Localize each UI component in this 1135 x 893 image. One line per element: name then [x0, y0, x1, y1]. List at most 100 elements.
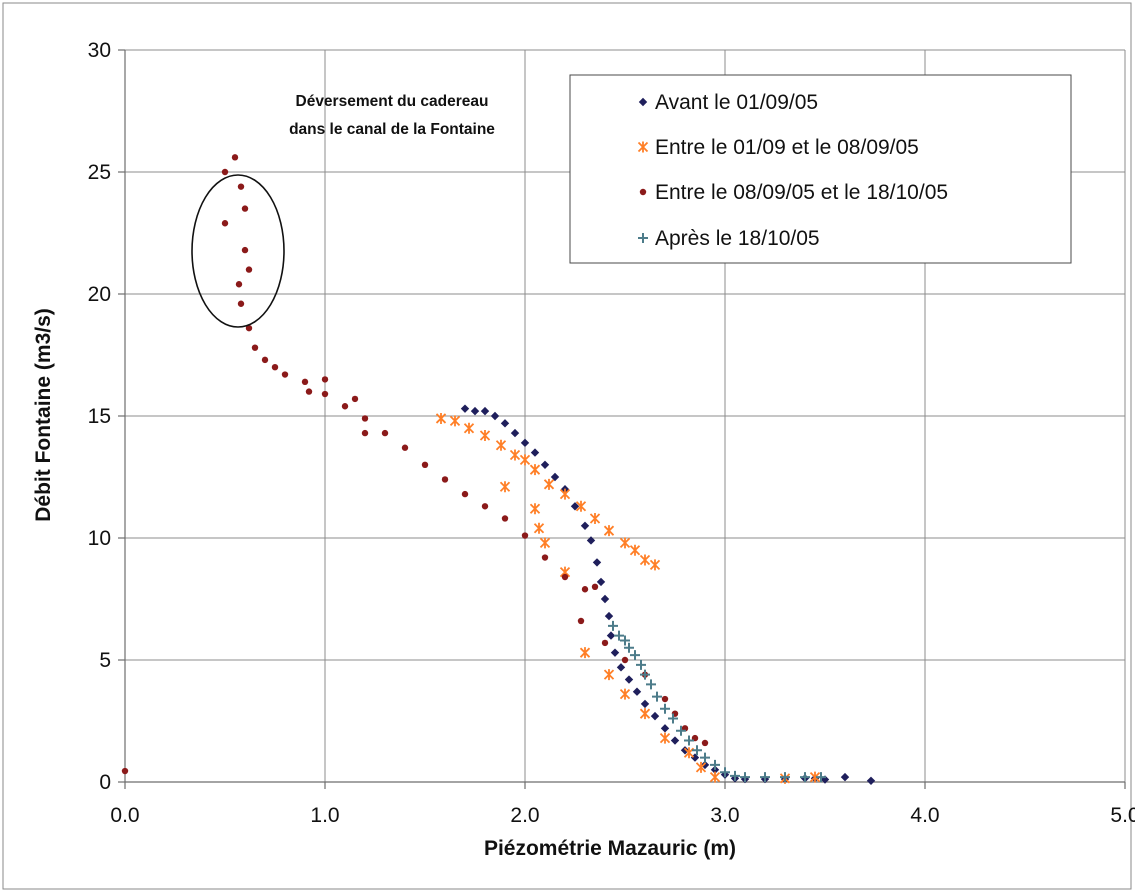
- annotation-line-1: Déversement du cadereau: [296, 93, 489, 110]
- legend-marker-0: [638, 97, 648, 107]
- data-point: [632, 687, 642, 696]
- data-point: [543, 478, 555, 490]
- data-point: [620, 635, 630, 646]
- data-point: [461, 490, 469, 498]
- data-point: [636, 659, 646, 670]
- data-point: [237, 300, 245, 307]
- data-point: [480, 406, 490, 416]
- data-point: [237, 183, 245, 190]
- data-point: [241, 246, 249, 254]
- series-2: [121, 154, 709, 775]
- y-tick-label: 20: [88, 283, 111, 306]
- legend-markers: [637, 97, 649, 243]
- legend-label-3: Après le 18/10/05: [655, 227, 820, 250]
- data-point: [740, 772, 750, 783]
- data-point: [449, 415, 461, 427]
- annotation-line-2: dans le canal de la Fontaine: [289, 121, 495, 138]
- data-point: [720, 767, 730, 778]
- annotation-ellipse: [191, 174, 285, 328]
- data-point: [559, 488, 571, 500]
- data-point: [660, 703, 670, 714]
- data-point: [621, 656, 629, 664]
- tick-label-layer: 0 5 10 15 20 25 30 0.0 1.0 2.0 3.0 4.0 5.0: [88, 39, 1135, 827]
- data-point: [629, 544, 641, 556]
- data-point: [341, 403, 349, 410]
- data-point: [479, 430, 491, 442]
- data-point: [816, 772, 826, 783]
- data-point: [540, 460, 550, 469]
- data-point: [575, 500, 587, 512]
- data-point: [692, 745, 702, 756]
- data-point: [614, 630, 624, 641]
- data-point: [361, 415, 369, 422]
- data-point: [619, 688, 631, 700]
- data-point: [381, 429, 389, 437]
- data-point: [421, 461, 429, 468]
- y-tick-label: 25: [88, 161, 111, 184]
- data-point: [639, 554, 651, 566]
- data-point: [640, 699, 650, 709]
- data-point: [463, 422, 475, 434]
- x-tick-label: 2.0: [510, 804, 539, 827]
- data-point: [603, 525, 615, 537]
- data-point: [301, 378, 309, 386]
- data-point: [577, 617, 585, 625]
- data-point: [640, 669, 650, 680]
- data-point: [401, 444, 409, 451]
- data-point: [580, 521, 590, 530]
- data-point: [235, 281, 243, 288]
- data-point: [533, 522, 545, 534]
- legend-label-2: Entre le 08/09/05 et le 18/10/05: [655, 181, 948, 204]
- data-points-layer: [121, 154, 876, 785]
- data-point: [589, 512, 601, 524]
- x-tick-label: 1.0: [310, 804, 339, 827]
- data-point: [680, 746, 690, 755]
- data-point: [695, 761, 707, 773]
- data-point: [490, 411, 500, 421]
- data-point: [606, 631, 616, 640]
- data-point: [780, 772, 790, 783]
- data-point: [866, 776, 876, 785]
- data-point: [271, 364, 279, 371]
- data-point: [630, 650, 640, 661]
- series-3: [608, 620, 826, 783]
- data-point: [619, 537, 631, 549]
- legend-label-0: Avant le 01/09/05: [655, 91, 818, 114]
- data-point: [579, 647, 591, 659]
- data-point: [281, 371, 289, 378]
- data-point: [241, 205, 249, 212]
- y-tick-label: 30: [88, 39, 111, 62]
- data-point: [660, 724, 670, 733]
- data-point: [646, 679, 656, 690]
- data-point: [701, 739, 709, 747]
- data-point: [668, 713, 678, 724]
- data-point: [603, 669, 615, 681]
- data-point: [604, 611, 614, 621]
- data-point: [519, 454, 531, 466]
- data-point: [351, 395, 359, 403]
- data-point: [550, 472, 560, 482]
- data-point: [601, 639, 609, 647]
- data-point: [221, 168, 229, 176]
- data-point: [561, 573, 569, 581]
- y-tick-label: 10: [88, 527, 111, 550]
- data-point: [361, 429, 369, 437]
- data-point: [700, 760, 710, 770]
- y-tick-label: 0: [99, 771, 111, 794]
- data-point: [639, 708, 651, 720]
- data-point: [261, 356, 269, 364]
- data-point: [541, 554, 549, 561]
- data-point: [661, 695, 669, 703]
- series-1: [435, 412, 821, 784]
- data-point: [529, 464, 541, 476]
- data-point: [840, 772, 850, 782]
- data-point: [649, 559, 661, 571]
- data-point: [521, 532, 529, 539]
- data-point: [581, 586, 589, 593]
- legend-box: [569, 74, 1072, 264]
- data-point: [670, 736, 680, 745]
- legend-marker-2: [639, 188, 647, 196]
- data-point: [610, 648, 620, 657]
- axis-layer: [118, 49, 1126, 789]
